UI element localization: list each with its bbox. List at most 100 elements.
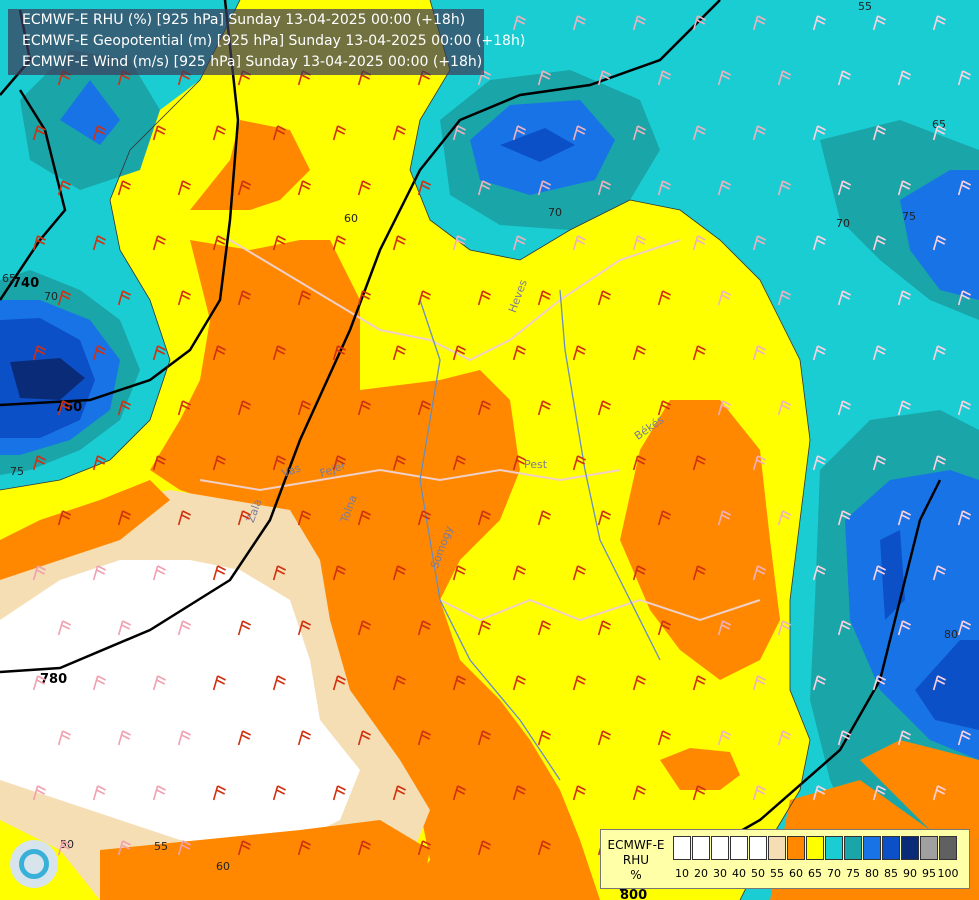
wind-barb-icon [597, 70, 611, 86]
wind-barb-icon [332, 675, 346, 691]
wind-barb-icon [392, 675, 406, 691]
wind-barb-icon [537, 620, 551, 636]
wind-barb-icon [837, 510, 851, 526]
legend-swatch-40 [730, 836, 748, 860]
wind-barb-icon [297, 400, 311, 416]
wind-barb-icon [32, 125, 46, 141]
rhu-contour-label: 55 [154, 840, 168, 853]
wind-barb-icon [957, 70, 971, 86]
wind-barb-icon [297, 290, 311, 306]
wind-barb-icon [597, 400, 611, 416]
wind-barb-icon [152, 675, 166, 691]
rhu-85-east-a [880, 530, 905, 620]
wind-barb-icon [57, 620, 71, 636]
wind-barb-icon [117, 510, 131, 526]
wind-barb-icon [872, 235, 886, 251]
wind-barb-icon [237, 620, 251, 636]
wind-barb-icon [452, 235, 466, 251]
wind-barb-icon [752, 785, 766, 801]
wind-barb-icon [152, 345, 166, 361]
wind-barb-icon [512, 785, 526, 801]
legend-tick-70: 70 [827, 867, 841, 880]
wind-barb-icon [237, 510, 251, 526]
wind-barb-icon [837, 400, 851, 416]
wind-barb-icon [417, 840, 431, 856]
legend-tick-75: 75 [846, 867, 860, 880]
wind-barb-icon [812, 455, 826, 471]
wind-barb-icon [477, 510, 491, 526]
wind-barb-icon [812, 345, 826, 361]
wind-barb-icon [657, 510, 671, 526]
wind-barb-icon [752, 565, 766, 581]
wind-barb-icon [572, 345, 586, 361]
wind-barb-icon [632, 455, 646, 471]
wind-barb-icon [632, 675, 646, 691]
legend-tick-65: 65 [808, 867, 822, 880]
wind-barb-icon [872, 15, 886, 31]
wind-barb-icon [657, 70, 671, 86]
wind-barb-icon [632, 235, 646, 251]
wind-barb-icon [812, 675, 826, 691]
wind-barb-icon [657, 730, 671, 746]
legend-swatch-75 [844, 836, 862, 860]
legend-unit: % [630, 868, 642, 882]
wind-barb-icon [717, 730, 731, 746]
wind-barb-icon [692, 125, 706, 141]
legend-tick-55: 55 [770, 867, 784, 880]
wind-barb-icon [452, 455, 466, 471]
wind-barb-icon [357, 400, 371, 416]
legend-model: ECMWF-E [607, 838, 665, 852]
wind-barb-icon [357, 840, 371, 856]
wind-barb-icon [632, 565, 646, 581]
rhu-60-small-blob [660, 748, 740, 790]
wind-barb-icon [812, 785, 826, 801]
legend-tick-20: 20 [694, 867, 708, 880]
rhu-contour-label: 70 [836, 217, 850, 230]
wind-barb-icon [872, 785, 886, 801]
wind-barb-icon [332, 235, 346, 251]
wind-barb-icon [152, 125, 166, 141]
wind-barb-icon [632, 125, 646, 141]
wind-barb-icon [417, 400, 431, 416]
wind-barb-icon [212, 565, 226, 581]
wind-barb-icon [597, 290, 611, 306]
rhu-contour-label: 55 [858, 0, 872, 13]
swirl-logo-mark [19, 849, 49, 879]
legend-swatch-85 [882, 836, 900, 860]
geopotential-label: 740 [12, 276, 40, 291]
wind-barb-icon [512, 345, 526, 361]
legend-swatch-10 [673, 836, 691, 860]
wind-barb-icon [477, 730, 491, 746]
wind-barb-icon [537, 180, 551, 196]
wind-barb-icon [417, 180, 431, 196]
wind-barb-icon [57, 840, 71, 856]
wind-barb-icon [32, 235, 46, 251]
wind-barb-icon [957, 510, 971, 526]
wind-barb-icon [272, 675, 286, 691]
border-line-a [229, 239, 681, 362]
wind-barb-icon [272, 565, 286, 581]
wind-barb-icon [177, 840, 191, 856]
wind-barb-icon [872, 675, 886, 691]
wind-barb-icon [957, 400, 971, 416]
wind-barb-icon [237, 400, 251, 416]
wind-barb-icon [692, 785, 706, 801]
wind-barb-icon [572, 235, 586, 251]
wind-barb-icon [632, 785, 646, 801]
wind-barb-icon [332, 565, 346, 581]
rhu-contour-label: 75 [902, 210, 916, 223]
wind-barb-icon [177, 400, 191, 416]
wind-barb-icon [177, 620, 191, 636]
wind-barb-icon [512, 15, 526, 31]
wind-barb-icon [117, 400, 131, 416]
wind-barb-icon [512, 565, 526, 581]
wind-barb-icon [392, 345, 406, 361]
wind-barb-icon [92, 455, 106, 471]
wind-barb-icon [272, 345, 286, 361]
wind-barb-icon [837, 620, 851, 636]
rhu-contour-label: 70 [548, 206, 562, 219]
wind-barb-icon [717, 510, 731, 526]
wind-barb-icon [812, 235, 826, 251]
